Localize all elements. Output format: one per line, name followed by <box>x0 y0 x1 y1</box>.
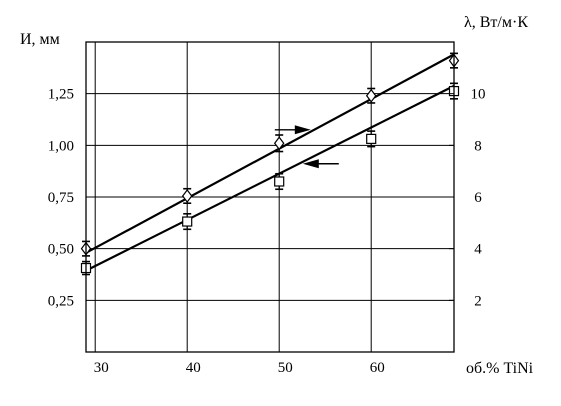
series-2-point <box>182 216 193 227</box>
x-tick-label: 40 <box>186 360 201 376</box>
series-1-fit-line <box>85 53 455 254</box>
series-2-point <box>366 133 377 144</box>
series-2-fit-line <box>85 84 455 272</box>
series-1-point <box>181 188 193 203</box>
grid <box>86 42 454 352</box>
axes: 30 40 50 60 0,25 0,50 0,75 1,00 1,25 2 4 6 8 10 <box>48 41 486 376</box>
y-left-tick-label: 1,00 <box>48 138 74 154</box>
y-left-tick-label: 0,25 <box>48 293 74 309</box>
series-1-point <box>365 88 377 103</box>
y-axis-right-title: λ, Вт/м·К <box>464 14 528 31</box>
y-left-tick-label: 1,25 <box>48 87 74 103</box>
y-right-tick-label: 2 <box>474 293 482 309</box>
y-right-tick-label: 10 <box>471 87 486 103</box>
y-right-tick-label: 4 <box>474 242 482 258</box>
series-2-axis-arrowhead <box>294 125 311 135</box>
x-axis-title: об.% TiNi <box>466 360 534 377</box>
x-tick-label: 50 <box>278 360 293 376</box>
y-axis-left-title: И, мм <box>20 31 60 48</box>
y-right-tick-label: 6 <box>474 190 482 206</box>
series-2-point <box>274 176 285 187</box>
x-tick-label: 30 <box>94 360 109 376</box>
labels: И, мм λ, Вт/м·К об.% TiNi <box>20 14 534 377</box>
series-1-point <box>273 136 285 151</box>
y-left-tick-label: 0,50 <box>48 242 74 258</box>
series-layer <box>80 52 460 276</box>
series-1-axis-arrowhead <box>302 159 319 169</box>
y-left-tick-label: 0,75 <box>48 190 74 206</box>
x-tick-label: 60 <box>370 360 385 376</box>
y-right-tick-label: 8 <box>474 138 482 154</box>
